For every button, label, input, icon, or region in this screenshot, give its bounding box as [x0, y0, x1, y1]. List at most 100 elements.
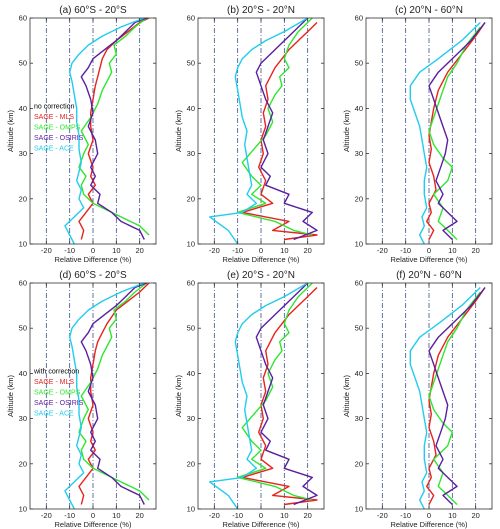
- y-tick-label: 10: [187, 240, 195, 249]
- legend-item: SAGE - MLS: [34, 379, 74, 386]
- x-tick-label: -20: [377, 246, 388, 255]
- chart-panel-c: -20 -10 0 10 20 10 20 30 40 50 60 (c) 20°N - 60°N Re…: [342, 5, 493, 264]
- y-tick-label: 40: [355, 104, 363, 113]
- x-tick-label: -10: [232, 246, 243, 255]
- x-tick-label: -20: [41, 511, 52, 520]
- x-tick-label: 20: [303, 511, 311, 520]
- chart-title: (d) 60°S - 20°S: [59, 270, 127, 281]
- x-tick-label: 10: [280, 511, 288, 520]
- series-line: [426, 287, 486, 505]
- y-tick-label: 50: [355, 59, 363, 68]
- y-axis-label: Altitude (km): [342, 374, 351, 417]
- x-tick-label: 10: [448, 511, 456, 520]
- x-tick-label: -20: [377, 511, 388, 520]
- x-axis-label: Relative Difference (%): [391, 520, 468, 529]
- series-line: [208, 282, 309, 510]
- chart-panel-a: -20 -10 0 10 20 10 20 30 40 50 60 (a) 60°S - 20°S Re…: [6, 5, 157, 264]
- x-tick-label: 20: [135, 246, 143, 255]
- y-tick-label: 20: [355, 459, 363, 468]
- y-tick-label: 20: [19, 194, 27, 203]
- y-tick-label: 50: [19, 324, 27, 333]
- x-tick-label: 0: [259, 511, 263, 520]
- y-tick-label: 30: [187, 414, 195, 423]
- series-line: [428, 291, 481, 506]
- x-tick-label: -10: [64, 511, 75, 520]
- legend-annotation: with correction: [33, 368, 79, 375]
- y-tick-label: 60: [187, 279, 195, 288]
- legend-annotation: no correction: [34, 103, 75, 110]
- y-axis-label: Altitude (km): [174, 374, 183, 417]
- x-axis-label: Relative Difference (%): [55, 255, 132, 264]
- y-tick-label: 40: [19, 104, 27, 113]
- x-tick-label: 0: [427, 511, 431, 520]
- y-tick-label: 10: [187, 505, 195, 514]
- y-tick-label: 50: [355, 324, 363, 333]
- chart-panel-f: -20 -10 0 10 20 10 20 30 40 50 60 (f) 20°N - 60°N Re…: [342, 270, 493, 529]
- x-tick-label: 10: [448, 246, 456, 255]
- y-tick-label: 30: [19, 414, 27, 423]
- y-tick-label: 40: [19, 369, 27, 378]
- x-tick-label: 0: [259, 246, 263, 255]
- y-tick-label: 40: [187, 104, 195, 113]
- x-tick-label: -20: [209, 511, 220, 520]
- x-tick-label: -20: [209, 246, 220, 255]
- legend-item: SAGE - OSIRIS: [34, 135, 84, 142]
- x-tick-label: -10: [232, 511, 243, 520]
- x-axis-label: Relative Difference (%): [223, 255, 300, 264]
- chart-title: (c) 20°N - 60°N: [395, 5, 463, 16]
- y-tick-label: 50: [187, 324, 195, 333]
- x-tick-label: 0: [91, 511, 95, 520]
- series-line: [208, 17, 309, 245]
- series-line: [80, 17, 147, 240]
- series-line: [255, 17, 318, 241]
- x-tick-label: 20: [303, 246, 311, 255]
- y-tick-label: 20: [19, 459, 27, 468]
- series-line: [255, 282, 318, 506]
- y-tick-label: 60: [187, 14, 195, 23]
- x-tick-label: 20: [471, 511, 479, 520]
- chart-title: (b) 20°S - 20°N: [227, 5, 295, 16]
- series-line: [409, 21, 481, 245]
- series-line: [64, 282, 145, 510]
- y-tick-label: 20: [355, 194, 363, 203]
- x-tick-label: -10: [64, 246, 75, 255]
- y-tick-label: 30: [355, 414, 363, 423]
- x-tick-label: 10: [112, 246, 120, 255]
- y-tick-label: 10: [19, 505, 27, 514]
- y-tick-label: 60: [355, 279, 363, 288]
- series-line: [80, 282, 147, 505]
- y-tick-label: 50: [187, 59, 195, 68]
- legend-item: SAGE - OMPS: [34, 389, 81, 396]
- series-line: [428, 22, 486, 241]
- y-tick-label: 30: [19, 149, 27, 158]
- chart-panel-d: -20 -10 0 10 20 10 20 30 40 50 60 (d) 60°S - 20°S Re…: [6, 270, 157, 529]
- x-axis-label: Relative Difference (%): [391, 255, 468, 264]
- y-tick-label: 20: [187, 459, 195, 468]
- y-tick-label: 50: [19, 59, 27, 68]
- x-tick-label: 10: [280, 246, 288, 255]
- y-axis-label: Altitude (km): [6, 374, 15, 417]
- x-tick-label: 20: [471, 246, 479, 255]
- y-tick-label: 10: [19, 240, 27, 249]
- chart-title: (f) 20°N - 60°N: [396, 270, 462, 281]
- legend-item: SAGE - ACE: [34, 145, 74, 152]
- x-tick-label: -10: [400, 246, 411, 255]
- y-axis-label: Altitude (km): [342, 109, 351, 152]
- legend-item: SAGE - ACE: [34, 410, 74, 417]
- y-tick-label: 60: [355, 14, 363, 23]
- legend-item: SAGE - MLS: [34, 114, 74, 121]
- legend-item: SAGE - OMPS: [34, 124, 81, 131]
- x-tick-label: -20: [41, 246, 52, 255]
- series-line: [428, 287, 486, 506]
- legend-item: SAGE - OSIRIS: [34, 400, 84, 407]
- x-tick-label: -10: [400, 511, 411, 520]
- y-tick-label: 10: [355, 240, 363, 249]
- series-line: [409, 286, 481, 510]
- y-tick-label: 60: [19, 14, 27, 23]
- y-tick-label: 30: [187, 149, 195, 158]
- y-tick-label: 10: [355, 505, 363, 514]
- x-tick-label: 20: [135, 511, 143, 520]
- series-line: [64, 17, 145, 245]
- series-line: [428, 26, 481, 241]
